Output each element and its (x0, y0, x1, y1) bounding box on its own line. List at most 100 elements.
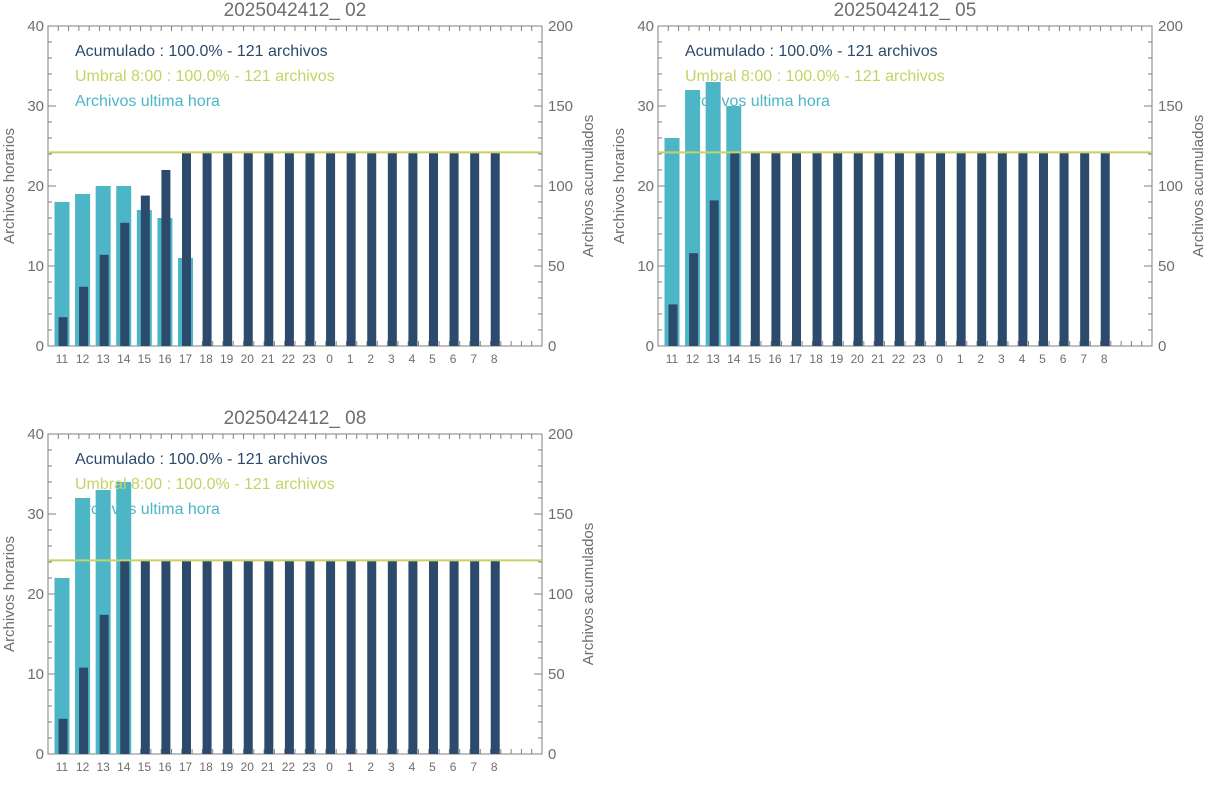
x-tick-label: 6 (450, 760, 457, 774)
cumulative-bar (1038, 152, 1048, 346)
cumulative-bar (223, 152, 233, 346)
hourly-bar (54, 202, 70, 346)
x-tick-label: 5 (429, 760, 436, 774)
cumulative-bar (470, 152, 480, 346)
cumulative-bar (853, 152, 863, 346)
cumulative-bar (936, 152, 946, 346)
cumulative-bar (668, 304, 678, 346)
y-tick-label: 20 (637, 178, 654, 195)
cumulative-bar (1080, 152, 1090, 346)
chart-panel-05: 2025042412_ 05 0 10 20 30 40 0 50 100 150 200 11 12 1… (610, 0, 1206, 380)
cumulative-bar (58, 317, 68, 346)
cumulative-bar (305, 152, 315, 346)
cumulative-bar (730, 152, 740, 346)
x-tick-label: 21 (261, 352, 275, 366)
cumulative-bar (915, 152, 925, 346)
cumulative-bar (181, 560, 191, 754)
legend-hourly: Archivos ultima hora (75, 93, 220, 110)
cumulative-bar (202, 560, 212, 754)
y-tick-label: 40 (27, 426, 44, 443)
x-tick-label: 17 (789, 352, 803, 366)
x-tick-label: 0 (326, 760, 333, 774)
chart-panel-08: 2025042412_ 08 0 10 20 30 40 0 50 100 150 200 11 12 1… (0, 408, 600, 788)
cumulative-bar (243, 560, 253, 754)
cumulative-bar (99, 614, 109, 754)
x-tick-label: 14 (117, 760, 131, 774)
legend-cumulative: Acumulado : 100.0% - 121 archivos (685, 43, 938, 60)
y-tick-label: 40 (27, 18, 44, 35)
cumulative-bar (387, 152, 397, 346)
x-tick-label: 4 (1019, 352, 1026, 366)
cumulative-bar (449, 152, 459, 346)
y2-axis-label: Archivos acumulados (580, 115, 597, 258)
x-tick-label: 12 (76, 760, 90, 774)
y-tick-label: 30 (27, 98, 44, 115)
cumulative-bar (264, 152, 274, 346)
x-tick-label: 6 (450, 352, 457, 366)
cumulative-bar (305, 560, 315, 754)
x-tick-label: 5 (429, 352, 436, 366)
y2-tick-label: 100 (548, 586, 573, 603)
x-tick-label: 16 (158, 352, 172, 366)
x-tick-label: 8 (1101, 352, 1108, 366)
y2-tick-label: 150 (1158, 98, 1183, 115)
x-tick-label: 3 (998, 352, 1005, 366)
cumulative-bar (977, 152, 987, 346)
y2-tick-label: 0 (548, 746, 556, 763)
cumulative-bar (264, 560, 274, 754)
legend-hourly: Archivos ultima hora (75, 501, 220, 518)
x-tick-label: 18 (199, 352, 213, 366)
cumulative-bar (140, 195, 150, 346)
y-tick-label: 0 (646, 338, 654, 355)
y-tick-label: 10 (637, 258, 654, 275)
x-tick-label: 1 (957, 352, 964, 366)
x-tick-label: 6 (1060, 352, 1067, 366)
cumulative-bar (161, 560, 171, 754)
y-tick-label: 30 (27, 506, 44, 523)
cumulative-bar (58, 718, 68, 754)
y2-tick-label: 100 (548, 178, 573, 195)
cumulative-bar (490, 152, 500, 346)
x-tick-label: 21 (261, 760, 275, 774)
cumulative-bar (750, 152, 760, 346)
x-tick-label: 7 (470, 352, 477, 366)
cumulative-bar (956, 152, 966, 346)
y2-tick-label: 150 (548, 506, 573, 523)
x-tick-label: 23 (912, 352, 926, 366)
y2-axis-label: Archivos acumulados (580, 523, 597, 666)
x-tick-label: 23 (302, 352, 316, 366)
cumulative-bar (326, 152, 336, 346)
y2-tick-label: 200 (1158, 18, 1183, 35)
cumulative-bar (408, 152, 418, 346)
x-tick-label: 20 (241, 352, 255, 366)
cumulative-bar (490, 560, 500, 754)
cumulative-bar (387, 560, 397, 754)
x-tick-label: 19 (220, 760, 234, 774)
y-tick-label: 20 (27, 586, 44, 603)
cumulative-bar (833, 152, 843, 346)
x-tick-label: 14 (117, 352, 131, 366)
y2-tick-label: 50 (1158, 258, 1175, 275)
x-tick-label: 2 (367, 352, 374, 366)
cumulative-bar (346, 152, 356, 346)
cumulative-bar (812, 152, 822, 346)
y-axis-label: Archivos horarios (1, 536, 18, 652)
x-tick-label: 13 (96, 760, 110, 774)
hourly-bar (54, 578, 70, 754)
chart-title: 2025042412_ 02 (224, 0, 367, 21)
legend-cumulative: Acumulado : 100.0% - 121 archivos (75, 43, 328, 60)
x-tick-label: 0 (936, 352, 943, 366)
legend-threshold: Umbral 8:00 : 100.0% - 121 archivos (685, 68, 945, 85)
cumulative-bar (1100, 152, 1110, 346)
x-tick-label: 19 (220, 352, 234, 366)
cumulative-bar (470, 560, 480, 754)
y-tick-label: 40 (637, 18, 654, 35)
x-tick-label: 3 (388, 760, 395, 774)
y2-tick-label: 0 (548, 338, 556, 355)
x-tick-label: 16 (768, 352, 782, 366)
y2-axis-label: Archivos acumulados (1190, 115, 1206, 258)
cumulative-bar (1018, 152, 1028, 346)
